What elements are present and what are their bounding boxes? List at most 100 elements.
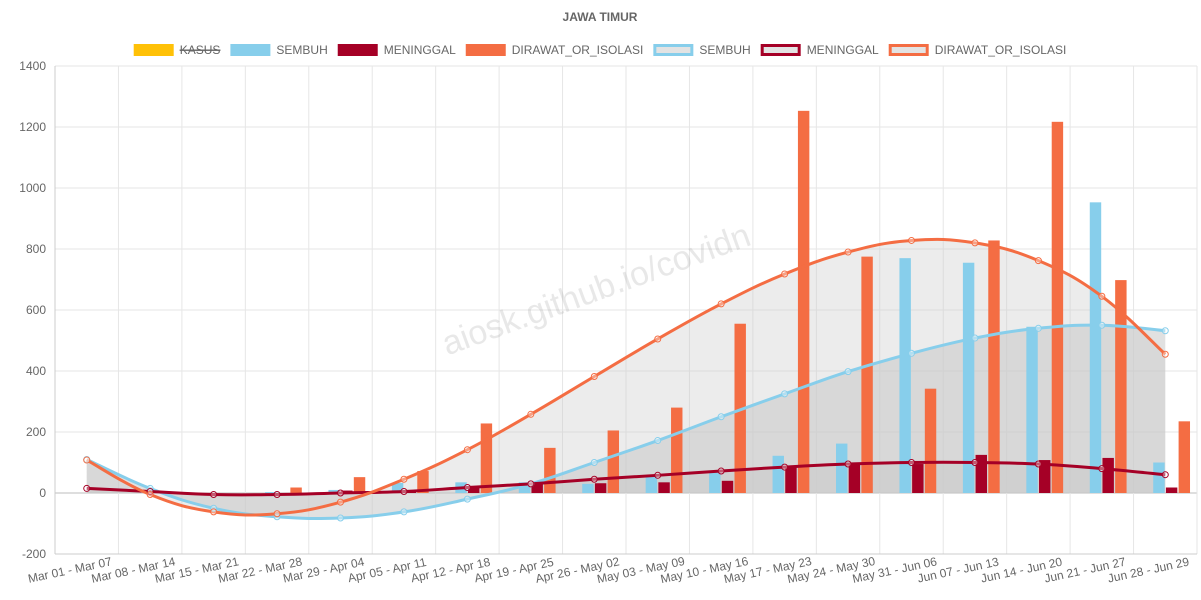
point-sembuh bbox=[1098, 321, 1106, 329]
point-meninggal bbox=[844, 460, 852, 468]
bar-sembuh bbox=[772, 455, 784, 493]
bar-dirawat_or_isolasi bbox=[924, 388, 937, 493]
bar-sembuh bbox=[962, 262, 975, 493]
bar-dirawat_or_isolasi bbox=[797, 110, 810, 494]
bar-sembuh bbox=[582, 483, 594, 493]
bar-dirawat_or_isolasi bbox=[544, 447, 556, 493]
point-meninggal bbox=[971, 459, 979, 466]
chart-title: JAWA TIMUR bbox=[563, 10, 638, 24]
bar-meninggal bbox=[721, 480, 734, 493]
point-dirawat_or_isolasi bbox=[83, 456, 91, 464]
y-tick-label: 200 bbox=[26, 425, 46, 439]
point-dirawat_or_isolasi bbox=[590, 372, 598, 380]
legend-label-sembuh: SEMBUH bbox=[699, 43, 750, 57]
point-dirawat_or_isolasi bbox=[400, 475, 408, 483]
point-sembuh bbox=[908, 349, 915, 357]
legend-label-dirawat_or_isolasi: DIRAWAT_OR_ISOLASI bbox=[512, 43, 644, 57]
point-dirawat_or_isolasi bbox=[908, 236, 915, 244]
point-meninggal bbox=[337, 489, 344, 497]
legend-item-dirawat_or_isolasi: DIRAWAT_OR_ISOLASI bbox=[465, 43, 644, 57]
point-dirawat_or_isolasi bbox=[1161, 350, 1169, 358]
legend-swatch-kasus bbox=[133, 44, 174, 56]
point-dirawat_or_isolasi bbox=[971, 239, 979, 247]
bar-meninggal bbox=[1102, 457, 1114, 493]
bar-dirawat_or_isolasi bbox=[353, 477, 366, 493]
bar-sembuh bbox=[645, 475, 658, 493]
point-sembuh bbox=[590, 459, 598, 466]
legend-swatch-dirawat_or_isolasi bbox=[465, 44, 506, 56]
bar-dirawat_or_isolasi bbox=[607, 430, 620, 493]
bar-sembuh bbox=[836, 443, 848, 493]
point-meninggal bbox=[1098, 465, 1106, 473]
bar-meninggal bbox=[658, 482, 670, 493]
bar-sembuh bbox=[1153, 462, 1165, 493]
point-sembuh bbox=[210, 504, 218, 512]
bar-sembuh bbox=[1089, 202, 1102, 493]
point-sembuh bbox=[463, 495, 471, 503]
bar-dirawat_or_isolasi bbox=[671, 407, 683, 493]
bar-meninggal bbox=[531, 483, 543, 493]
y-tick-label: 600 bbox=[26, 303, 46, 317]
point-dirawat_or_isolasi bbox=[463, 446, 471, 454]
legend-label-dirawat_or_isolasi: DIRAWAT_OR_ISOLASI bbox=[935, 43, 1067, 57]
series-points bbox=[83, 236, 1169, 522]
bar-sembuh bbox=[899, 258, 911, 493]
y-axis: -200 0 200 400 600 800 1000 1200 1400 bbox=[19, 59, 46, 561]
bar-meninggal bbox=[1165, 487, 1178, 493]
point-meninggal bbox=[908, 459, 915, 466]
point-dirawat_or_isolasi bbox=[146, 491, 154, 499]
point-sembuh bbox=[654, 437, 662, 445]
legend-swatch-meninggal bbox=[337, 44, 378, 56]
point-dirawat_or_isolasi bbox=[210, 508, 218, 516]
point-meninggal bbox=[781, 463, 789, 471]
area-sembuh bbox=[86, 325, 1166, 519]
bar-dirawat_or_isolasi bbox=[417, 471, 429, 493]
point-meninggal bbox=[1034, 460, 1042, 468]
point-dirawat_or_isolasi bbox=[1034, 257, 1042, 265]
point-meninggal bbox=[717, 467, 725, 475]
legend-swatch-sembuh bbox=[653, 44, 694, 56]
point-sembuh bbox=[781, 390, 789, 398]
bar-dirawat_or_isolasi bbox=[861, 256, 873, 493]
point-sembuh bbox=[1034, 324, 1042, 332]
point-meninggal bbox=[210, 491, 218, 499]
bar-sembuh bbox=[328, 489, 340, 493]
bar-dirawat_or_isolasi bbox=[290, 487, 302, 493]
point-dirawat_or_isolasi bbox=[844, 248, 852, 256]
bar-sembuh bbox=[265, 492, 277, 493]
legend-swatch-sembuh bbox=[230, 44, 271, 56]
y-tick-label: 1000 bbox=[19, 181, 46, 195]
point-dirawat_or_isolasi bbox=[527, 410, 535, 418]
bar-dirawat_or_isolasi bbox=[1115, 280, 1127, 493]
line-meninggal bbox=[86, 460, 1166, 497]
y-tick-label: 800 bbox=[26, 242, 46, 256]
legend-label-meninggal: MENINGGAL bbox=[807, 43, 879, 57]
point-dirawat_or_isolasi bbox=[1098, 292, 1106, 300]
y-tick-label: 0 bbox=[39, 486, 46, 500]
legend-label-sembuh: SEMBUH bbox=[276, 43, 327, 57]
point-dirawat_or_isolasi bbox=[654, 335, 662, 343]
legend: KASUS SEMBUH MENINGGAL DIRAWAT_OR_ISOLASI SE… bbox=[133, 43, 1067, 57]
point-dirawat_or_isolasi bbox=[337, 498, 344, 506]
point-meninggal bbox=[590, 475, 598, 483]
legend-label-meninggal: MENINGGAL bbox=[384, 43, 456, 57]
bar-dirawat_or_isolasi bbox=[1178, 421, 1191, 493]
point-dirawat_or_isolasi bbox=[717, 300, 725, 308]
bar-sembuh bbox=[391, 482, 404, 493]
bar-meninggal bbox=[912, 464, 924, 493]
point-meninggal bbox=[527, 480, 535, 488]
bar-meninggal bbox=[1039, 460, 1051, 493]
bar-dirawat_or_isolasi bbox=[1051, 121, 1064, 493]
legend-item-sembuh: SEMBUH bbox=[230, 43, 328, 57]
point-sembuh bbox=[1161, 327, 1169, 335]
legend-item-meninggal: MENINGGAL bbox=[760, 43, 879, 57]
point-meninggal bbox=[463, 484, 471, 492]
point-meninggal bbox=[654, 471, 662, 479]
legend-swatch-meninggal bbox=[760, 44, 801, 56]
bar-sembuh bbox=[709, 471, 721, 493]
point-sembuh bbox=[971, 334, 979, 342]
point-sembuh bbox=[400, 508, 408, 516]
